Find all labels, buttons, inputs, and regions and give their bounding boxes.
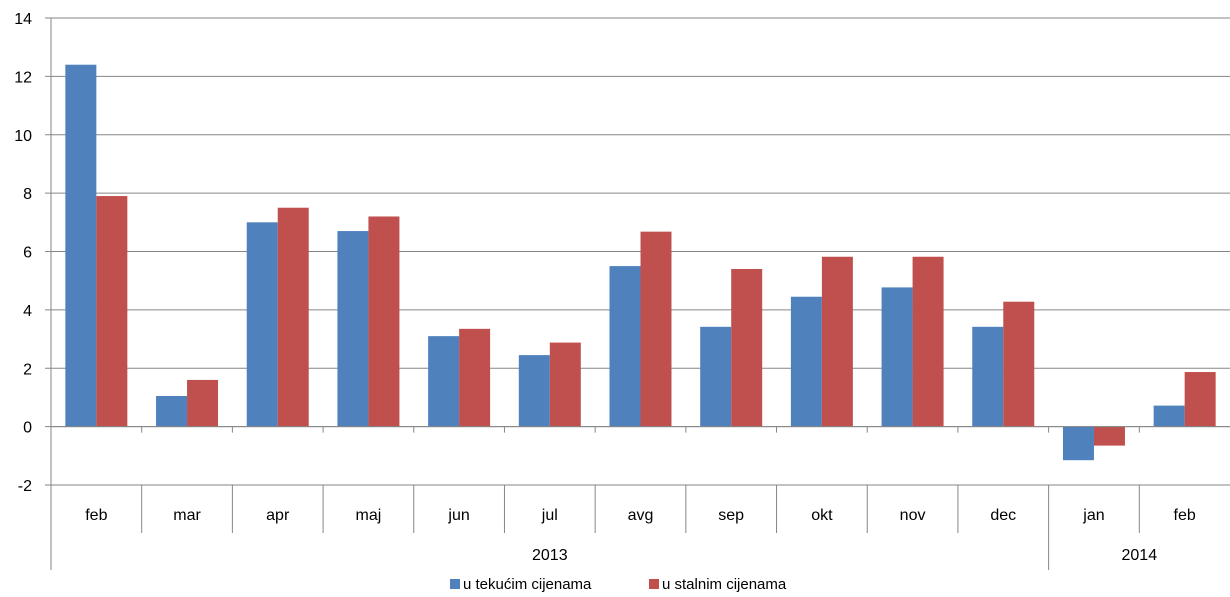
y-tick-label: 0 [23, 420, 32, 437]
bar [277, 207, 309, 427]
bar [640, 231, 672, 427]
x-category-label: nov [900, 507, 926, 524]
x-group-label: 2013 [532, 547, 568, 564]
bar [65, 64, 97, 427]
legend-swatch [450, 579, 460, 589]
x-category-label: jan [1082, 507, 1104, 524]
bar [609, 266, 641, 427]
y-tick-label: -2 [18, 478, 32, 495]
x-category-label: avg [628, 507, 654, 524]
legend-label: u stalnim cijenama [662, 576, 787, 593]
axes [45, 17, 1230, 570]
x-category-label: maj [356, 507, 382, 524]
bar [428, 336, 460, 427]
bar [1153, 405, 1185, 427]
bar [187, 379, 219, 427]
y-tick-label: 14 [14, 11, 32, 28]
bar [790, 296, 822, 427]
legend-label: u tekućim cijenama [463, 576, 592, 593]
x-category-labels: feb mar apr maj jun jul avg sep okt nov dec jan feb [85, 507, 1196, 524]
bar [1003, 301, 1035, 427]
bar [459, 328, 491, 427]
bar [96, 196, 128, 427]
x-category-label: feb [1174, 507, 1196, 524]
y-tick-labels: -2 0 2 4 6 8 10 12 14 [14, 11, 32, 495]
y-tick-label: 12 [14, 69, 32, 86]
bar [731, 269, 763, 427]
y-tick-label: 10 [14, 128, 32, 145]
legend: u tekućim cijenama u stalnim cijenama [450, 576, 787, 593]
bar [246, 222, 278, 427]
y-tick-label: 6 [23, 245, 32, 262]
x-category-label: apr [266, 507, 290, 524]
bar [1093, 426, 1125, 446]
bar [518, 355, 550, 427]
y-tick-label: 2 [23, 361, 32, 378]
bar [700, 326, 732, 427]
legend-swatch [649, 579, 659, 589]
x-category-label: okt [811, 507, 833, 524]
bar [821, 256, 853, 427]
bar [549, 342, 581, 427]
bars [65, 64, 1216, 461]
x-category-label: dec [990, 507, 1016, 524]
x-category-label: jun [447, 507, 469, 524]
x-group-labels: 2013 2014 [532, 547, 1157, 564]
x-category-label: sep [718, 507, 744, 524]
bar [912, 256, 944, 427]
bar [881, 287, 913, 427]
x-category-label: mar [173, 507, 201, 524]
bar [1062, 426, 1094, 461]
y-tick-label: 8 [23, 186, 32, 203]
bar [337, 231, 369, 427]
x-group-label: 2014 [1122, 547, 1158, 564]
bar [156, 395, 188, 427]
y-tick-label: 4 [23, 303, 32, 320]
x-category-label: jul [541, 507, 558, 524]
bar [368, 216, 400, 427]
bar [1184, 372, 1216, 427]
bar [972, 326, 1004, 427]
x-category-label: feb [85, 507, 107, 524]
